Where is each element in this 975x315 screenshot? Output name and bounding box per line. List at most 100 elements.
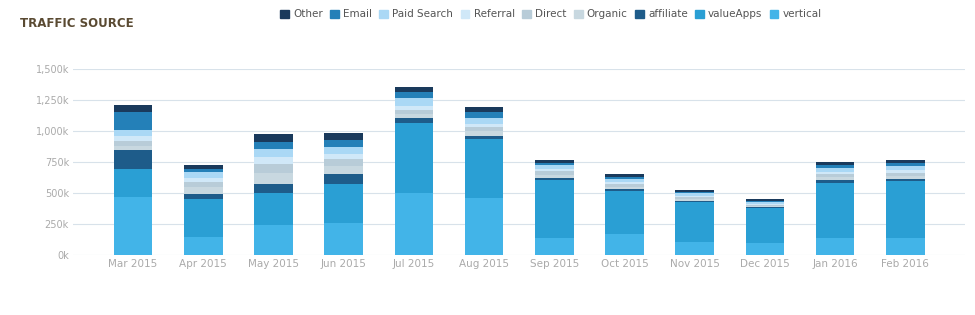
Bar bbox=[325, 133, 363, 140]
Bar bbox=[395, 106, 433, 110]
Bar bbox=[395, 123, 433, 193]
Bar bbox=[746, 207, 784, 208]
Bar bbox=[816, 238, 854, 255]
Bar bbox=[254, 164, 292, 173]
Bar bbox=[886, 170, 924, 173]
Bar bbox=[605, 175, 644, 177]
Bar bbox=[605, 177, 644, 179]
Bar bbox=[886, 238, 924, 255]
Bar bbox=[676, 199, 714, 201]
Bar bbox=[184, 194, 222, 199]
Bar bbox=[114, 169, 152, 197]
Bar bbox=[114, 112, 152, 130]
Bar bbox=[465, 135, 503, 139]
Bar bbox=[676, 193, 714, 196]
Bar bbox=[184, 237, 222, 255]
Bar bbox=[395, 114, 433, 118]
Bar bbox=[465, 139, 503, 198]
Bar bbox=[746, 204, 784, 205]
Bar bbox=[254, 225, 292, 255]
Bar bbox=[535, 178, 573, 180]
Bar bbox=[535, 165, 573, 169]
Bar bbox=[465, 127, 503, 131]
Bar bbox=[676, 192, 714, 193]
Bar bbox=[325, 166, 363, 174]
Bar bbox=[746, 201, 784, 202]
Bar bbox=[535, 180, 573, 238]
Bar bbox=[746, 208, 784, 243]
Bar bbox=[816, 162, 854, 165]
Bar bbox=[395, 193, 433, 255]
Bar bbox=[886, 181, 924, 238]
Bar bbox=[325, 153, 363, 159]
Bar bbox=[535, 238, 573, 255]
Bar bbox=[676, 203, 714, 242]
Bar bbox=[676, 198, 714, 199]
Bar bbox=[254, 149, 292, 157]
Text: TRAFFIC SOURCE: TRAFFIC SOURCE bbox=[20, 17, 134, 30]
Bar bbox=[816, 165, 854, 168]
Bar bbox=[114, 141, 152, 146]
Bar bbox=[886, 163, 924, 166]
Bar bbox=[676, 196, 714, 198]
Bar bbox=[746, 243, 784, 255]
Bar bbox=[605, 234, 644, 255]
Bar bbox=[465, 198, 503, 255]
Bar bbox=[184, 172, 222, 178]
Bar bbox=[605, 184, 644, 187]
Bar bbox=[886, 179, 924, 181]
Bar bbox=[184, 165, 222, 169]
Bar bbox=[184, 182, 222, 187]
Bar bbox=[746, 199, 784, 201]
Bar bbox=[465, 112, 503, 117]
Bar bbox=[535, 175, 573, 178]
Bar bbox=[254, 184, 292, 193]
Bar bbox=[325, 159, 363, 166]
Bar bbox=[605, 182, 644, 184]
Bar bbox=[605, 187, 644, 190]
Bar bbox=[465, 107, 503, 112]
Bar bbox=[816, 180, 854, 183]
Bar bbox=[254, 173, 292, 184]
Bar bbox=[535, 169, 573, 171]
Bar bbox=[325, 174, 363, 184]
Bar bbox=[325, 184, 363, 223]
Bar bbox=[886, 166, 924, 170]
Bar bbox=[886, 176, 924, 179]
Bar bbox=[184, 178, 222, 182]
Bar bbox=[114, 197, 152, 255]
Bar bbox=[114, 150, 152, 169]
Bar bbox=[395, 118, 433, 123]
Bar bbox=[535, 163, 573, 165]
Bar bbox=[254, 142, 292, 149]
Bar bbox=[605, 179, 644, 182]
Bar bbox=[605, 191, 644, 234]
Bar bbox=[254, 134, 292, 142]
Bar bbox=[605, 190, 644, 191]
Bar bbox=[816, 177, 854, 180]
Bar bbox=[114, 105, 152, 112]
Bar bbox=[395, 98, 433, 106]
Bar bbox=[886, 173, 924, 176]
Bar bbox=[114, 146, 152, 150]
Bar bbox=[395, 92, 433, 98]
Bar bbox=[184, 169, 222, 172]
Bar bbox=[535, 160, 573, 163]
Bar bbox=[676, 201, 714, 203]
Bar bbox=[325, 146, 363, 153]
Bar bbox=[816, 172, 854, 174]
Bar bbox=[254, 193, 292, 225]
Bar bbox=[816, 174, 854, 177]
Bar bbox=[676, 190, 714, 192]
Bar bbox=[816, 168, 854, 172]
Bar bbox=[114, 136, 152, 141]
Bar bbox=[114, 130, 152, 136]
Bar bbox=[465, 117, 503, 124]
Bar bbox=[535, 171, 573, 175]
Bar bbox=[886, 160, 924, 163]
Bar bbox=[746, 205, 784, 206]
Bar bbox=[325, 223, 363, 255]
Bar bbox=[746, 202, 784, 204]
Bar bbox=[676, 242, 714, 255]
Bar bbox=[746, 206, 784, 207]
